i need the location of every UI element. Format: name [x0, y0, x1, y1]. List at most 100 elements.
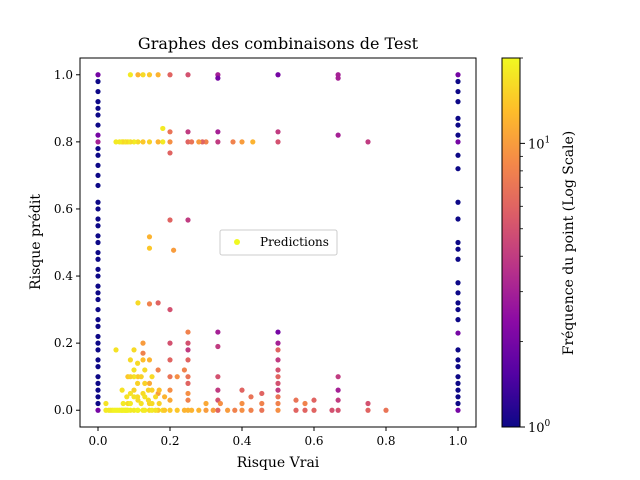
- data-point: [95, 400, 101, 407]
- data-point: [185, 139, 191, 145]
- data-point: [275, 394, 281, 400]
- data-point: [455, 306, 461, 313]
- data-point: [167, 340, 173, 346]
- data-point: [103, 400, 109, 407]
- data-point: [185, 374, 191, 380]
- data-point: [138, 374, 144, 380]
- data-point: [95, 239, 101, 246]
- data-point: [155, 367, 161, 373]
- data-point: [455, 199, 461, 205]
- x-tick-label: 0.2: [160, 434, 179, 448]
- data-point: [146, 357, 153, 363]
- data-point: [250, 139, 256, 145]
- data-point: [239, 407, 245, 413]
- data-point: [185, 390, 191, 397]
- data-point: [232, 407, 238, 413]
- y-tick-label: 0.2: [54, 336, 73, 350]
- data-point: [455, 139, 461, 145]
- data-point: [275, 347, 281, 353]
- x-tick-label: 0.6: [304, 434, 323, 448]
- data-point: [275, 380, 281, 386]
- colorbar-tick-label: 100: [528, 419, 551, 436]
- data-point: [146, 380, 153, 386]
- data-point: [140, 350, 146, 356]
- data-point: [455, 216, 461, 222]
- data-point: [113, 139, 119, 145]
- data-point: [149, 407, 155, 413]
- data-point: [167, 387, 173, 393]
- data-point: [95, 122, 101, 128]
- data-point: [115, 407, 121, 413]
- data-point: [455, 290, 461, 296]
- data-point: [95, 223, 101, 229]
- data-point: [140, 139, 146, 145]
- points-layer: [95, 72, 461, 413]
- x-axis-ticks: 0.0 0.2 0.4 0.6 0.8 1.0: [88, 427, 468, 448]
- data-point: [293, 407, 299, 413]
- data-point: [95, 132, 101, 138]
- data-point: [293, 397, 299, 403]
- data-point: [167, 397, 173, 403]
- legend-label: Predictions: [260, 235, 329, 249]
- colorbar-minor-ticks: [520, 57, 523, 343]
- data-point: [160, 125, 166, 132]
- data-point: [189, 407, 195, 413]
- data-point: [95, 249, 101, 256]
- y-axis-label: Risque prédit: [28, 194, 44, 290]
- colorbar: 100 101 Fréquence du point (Log Scale): [501, 57, 577, 436]
- data-point: [210, 407, 216, 413]
- colorbar-tick-exp: 0: [545, 419, 551, 429]
- data-point: [155, 300, 161, 306]
- data-point: [455, 347, 461, 353]
- data-point: [455, 400, 461, 407]
- data-point: [335, 132, 341, 138]
- data-point: [329, 407, 335, 413]
- data-point: [335, 75, 341, 81]
- data-point: [335, 387, 341, 393]
- data-point: [455, 132, 461, 138]
- data-point: [138, 400, 144, 407]
- data-point: [335, 397, 341, 403]
- legend: Predictions: [219, 229, 338, 256]
- data-point: [153, 407, 159, 413]
- data-point: [239, 400, 245, 407]
- data-point: [199, 139, 205, 145]
- data-point: [145, 387, 151, 393]
- data-point: [95, 139, 101, 145]
- y-tick-label: 0.0: [54, 403, 73, 417]
- data-point: [95, 380, 101, 386]
- data-point: [131, 347, 137, 353]
- data-point: [455, 78, 461, 85]
- data-point: [145, 397, 151, 403]
- data-point: [225, 407, 231, 413]
- data-point: [146, 139, 153, 145]
- data-point: [455, 246, 461, 252]
- data-point: [95, 256, 101, 262]
- data-point: [153, 394, 159, 400]
- colorbar-tick-base: 10: [528, 137, 545, 152]
- data-point: [156, 387, 162, 393]
- data-point: [171, 247, 177, 253]
- data-point: [95, 112, 101, 118]
- data-point: [455, 374, 461, 380]
- data-point: [181, 367, 187, 373]
- data-point: [167, 72, 173, 78]
- data-point: [174, 407, 180, 413]
- data-point: [131, 407, 137, 413]
- data-point: [95, 357, 101, 363]
- data-point: [149, 374, 155, 380]
- data-point: [185, 397, 191, 403]
- data-point: [140, 72, 146, 78]
- colorbar-tick-label: 101: [528, 135, 550, 152]
- data-point: [275, 340, 281, 346]
- data-point: [127, 390, 133, 397]
- legend-marker: [234, 239, 240, 245]
- data-point: [455, 380, 461, 386]
- data-point: [156, 400, 162, 407]
- colorbar-frame: [501, 57, 521, 428]
- data-point: [95, 162, 101, 168]
- data-point: [185, 357, 191, 363]
- data-point: [185, 380, 191, 386]
- data-point: [95, 172, 101, 179]
- data-point: [167, 139, 173, 145]
